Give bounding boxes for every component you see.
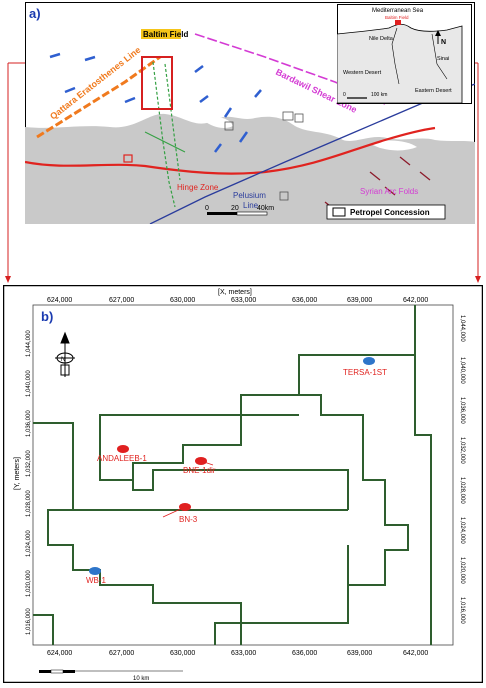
y-tick-right-4: 1,028,000 bbox=[459, 477, 465, 504]
x-tick-bottom-2: 630,000 bbox=[170, 650, 195, 657]
north-arrow-icon bbox=[55, 331, 75, 377]
x-tick-top-2: 630,000 bbox=[170, 297, 195, 304]
well-tersa-1st bbox=[363, 357, 375, 365]
land-area bbox=[25, 113, 475, 224]
north-label: N bbox=[61, 357, 65, 363]
y-tick-right-2: 1,036,000 bbox=[459, 397, 465, 424]
x-tick-bottom-5: 639,000 bbox=[347, 650, 372, 657]
inset-map: Mediterranean Sea Baltim Field Nile Delt… bbox=[336, 4, 472, 104]
y-tick-right-5: 1,024,000 bbox=[459, 517, 465, 544]
x-tick-top-3: 633,000 bbox=[231, 297, 256, 304]
well-label-bne-1dir: BNE-1dir bbox=[183, 466, 216, 475]
panel-b-label: b) bbox=[41, 309, 53, 324]
scale-bar: 10 km bbox=[39, 669, 183, 682]
syrian-arc-label: Syrian Arc Folds bbox=[360, 187, 418, 196]
panel-a-label: a) bbox=[29, 6, 41, 21]
y-tick-left-7: 1,016,000 bbox=[26, 608, 32, 635]
x-tick-top-4: 636,000 bbox=[292, 297, 317, 304]
hinge-label: Hinge Zone bbox=[177, 183, 219, 192]
inset-scale0: 0 bbox=[343, 92, 346, 98]
inset-scale: 100 km bbox=[371, 92, 387, 98]
axis-title-top: [X, meters] bbox=[218, 289, 252, 296]
legend-label: Petropel Concession bbox=[350, 208, 430, 217]
y-tick-left-4: 1,028,000 bbox=[26, 490, 32, 517]
inset-western: Western Desert bbox=[343, 70, 382, 76]
x-tick-top-6: 642,000 bbox=[403, 297, 428, 304]
y-tick-right-6: 1,020,000 bbox=[459, 557, 465, 584]
y-tick-left-6: 1,020,000 bbox=[26, 570, 32, 597]
inset-baltim: Baltim Field bbox=[385, 15, 409, 20]
scale-20: 20 bbox=[231, 205, 239, 212]
panel-b-map: N TERSA-1ST ANDALEEB-1 BNE-1dir BN-3 WB-… bbox=[2, 284, 484, 684]
x-tick-bottom-0: 624,000 bbox=[47, 650, 72, 657]
y-tick-left-0: 1,044,000 bbox=[26, 330, 32, 357]
well-label-tersa-1st: TERSA-1ST bbox=[343, 368, 387, 377]
y-tick-left-3: 1,032,000 bbox=[26, 450, 32, 477]
pelusium-label-1: Pelusium bbox=[233, 191, 266, 200]
y-tick-right-7: 1,016,000 bbox=[459, 597, 465, 624]
y-tick-right-1: 1,040,000 bbox=[459, 357, 465, 384]
x-tick-top-1: 627,000 bbox=[109, 297, 134, 304]
x-tick-bottom-3: 633,000 bbox=[231, 650, 256, 657]
concession-outline bbox=[33, 305, 432, 645]
well-label-bn-3: BN-3 bbox=[179, 515, 198, 524]
x-tick-bottom-6: 642,000 bbox=[403, 650, 428, 657]
baltim-field-label: Baltim Field bbox=[143, 30, 188, 39]
y-tick-left-5: 1,024,000 bbox=[26, 530, 32, 557]
x-tick-top-0: 624,000 bbox=[47, 297, 72, 304]
y-tick-left-2: 1,036,000 bbox=[26, 410, 32, 437]
y-tick-right-0: 1,044,000 bbox=[459, 315, 465, 342]
well-wb-1 bbox=[89, 567, 101, 575]
scale-0: 0 bbox=[205, 205, 209, 212]
x-tick-bottom-1: 627,000 bbox=[109, 650, 134, 657]
y-tick-right-3: 1,032,000 bbox=[459, 437, 465, 464]
x-ticks-top: 624,000 627,000 630,000 633,000 636,000 … bbox=[47, 297, 428, 304]
inset-north: N bbox=[441, 39, 446, 46]
inset-nile-delta: Nile Delta bbox=[369, 36, 394, 42]
scale-text: 10 km bbox=[133, 676, 149, 682]
y-ticks-right: 1,044,000 1,040,000 1,036,000 1,032,000 … bbox=[459, 315, 465, 624]
scale-40: 40km bbox=[257, 205, 274, 212]
pelusium-label-2: Line bbox=[243, 201, 259, 210]
y-tick-left-1: 1,040,000 bbox=[26, 370, 32, 397]
well-andaleeb-1 bbox=[117, 445, 129, 453]
well-label-andaleeb-1: ANDALEEB-1 bbox=[97, 454, 147, 463]
inset-eastern: Eastern Desert bbox=[415, 88, 452, 94]
x-tick-top-5: 639,000 bbox=[347, 297, 372, 304]
well-label-wb-1: WB-1 bbox=[86, 576, 107, 585]
well-markers: TERSA-1ST ANDALEEB-1 BNE-1dir BN-3 WB-1 bbox=[86, 357, 387, 585]
x-tick-bottom-4: 636,000 bbox=[292, 650, 317, 657]
x-ticks-bottom: 624,000 627,000 630,000 633,000 636,000 … bbox=[47, 650, 428, 657]
inset-sinai: Sinai bbox=[437, 56, 449, 62]
y-ticks-left: 1,044,000 1,040,000 1,036,000 1,032,000 … bbox=[26, 330, 32, 635]
inset-sea: Mediterranean Sea bbox=[372, 8, 424, 14]
axis-title-left: [Y, meters] bbox=[14, 457, 21, 490]
panel-a-map: Qattara Eratosthenes Line Bardawil Shear… bbox=[24, 2, 476, 225]
